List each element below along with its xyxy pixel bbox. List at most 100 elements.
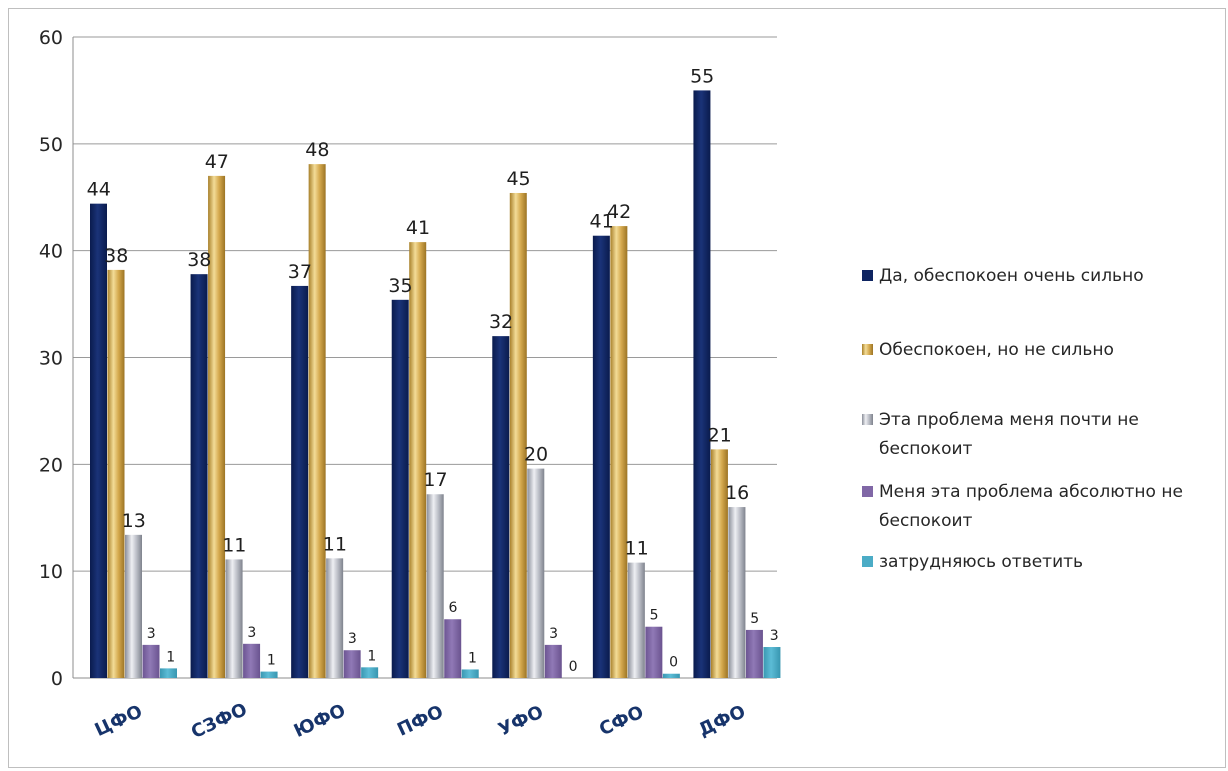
- y-tick-label: 30: [39, 348, 63, 370]
- bar: [693, 90, 711, 678]
- data-label: 3: [147, 626, 156, 642]
- data-label: 45: [506, 168, 530, 190]
- data-label: 11: [625, 538, 649, 560]
- bar: [142, 644, 160, 678]
- legend-item-hardly-worried: Эта проблема меня почти не беспокоит: [862, 406, 1228, 464]
- data-label: 32: [489, 311, 513, 333]
- legend-item-not-worried: Меня эта проблема абсолютно не беспокоит: [862, 478, 1228, 536]
- bar: [426, 494, 444, 678]
- data-label: 38: [104, 245, 128, 267]
- data-label: 55: [690, 65, 714, 87]
- data-labels: 4438133138471131374811313541176132452030…: [87, 65, 779, 675]
- x-tick-label: УФО: [495, 702, 546, 741]
- bar: [190, 274, 208, 678]
- data-label: 11: [222, 534, 246, 556]
- bar: [125, 534, 142, 678]
- legend-label: Обеспокоен, но не сильно: [879, 340, 1114, 360]
- bar: [592, 235, 610, 678]
- bar: [461, 669, 479, 678]
- y-tick-label: 60: [39, 27, 63, 49]
- data-label: 35: [388, 275, 412, 297]
- bars: [90, 90, 781, 679]
- data-label: 0: [569, 659, 578, 675]
- legend-label: затрудняюсь ответить: [879, 552, 1084, 572]
- data-label: 38: [187, 249, 211, 271]
- bar: [728, 507, 746, 678]
- x-tick-label: СЗФО: [188, 699, 250, 743]
- y-axis-ticks: 0 10 20 30 40 50 60: [39, 27, 63, 690]
- bar: [361, 667, 379, 678]
- data-label: 1: [267, 653, 276, 669]
- bar: [107, 269, 125, 678]
- bar: [409, 242, 427, 678]
- legend-item-very-worried: Да, обеспокоен очень сильно: [862, 262, 1228, 291]
- data-label: 21: [708, 424, 732, 446]
- y-tick-label: 20: [39, 454, 63, 476]
- data-label: 0: [669, 655, 678, 671]
- data-label: 44: [87, 179, 111, 201]
- data-label: 3: [549, 626, 558, 642]
- bar: [208, 175, 226, 678]
- bar: [243, 643, 261, 678]
- bar: [326, 558, 344, 678]
- bar: [90, 203, 107, 678]
- bar: [763, 647, 781, 678]
- data-label: 16: [725, 482, 749, 504]
- data-label: 6: [449, 600, 458, 616]
- data-label: 3: [770, 628, 779, 644]
- chart-frame: [8, 8, 1226, 768]
- data-label: 3: [247, 625, 256, 641]
- legend-swatch: [862, 556, 873, 567]
- y-tick-label: 50: [39, 134, 63, 156]
- legend-swatch: [862, 270, 873, 281]
- data-label: 41: [590, 211, 614, 233]
- x-tick-label: ДФО: [695, 701, 748, 741]
- data-label: 1: [468, 650, 477, 666]
- bar: [627, 562, 645, 678]
- data-label: 17: [423, 469, 447, 491]
- legend-swatch: [862, 414, 873, 425]
- bar: [509, 192, 527, 678]
- data-label: 20: [524, 444, 548, 466]
- data-label: 5: [750, 611, 759, 627]
- legend-swatch: [862, 486, 873, 497]
- x-tick-label: ЮФО: [291, 700, 349, 742]
- legend-swatch: [862, 344, 873, 355]
- bar: [745, 629, 763, 678]
- data-label: 13: [122, 510, 146, 532]
- data-label: 37: [288, 261, 312, 283]
- legend-label: Меня эта проблема абсолютно не беспокоит: [879, 482, 1183, 531]
- bar: [225, 559, 243, 678]
- legend-label: Да, обеспокоен очень сильно: [879, 266, 1144, 286]
- legend-item-hard-to-say: затрудняюсь ответить: [862, 548, 1228, 577]
- data-label: 42: [607, 201, 631, 223]
- data-label: 48: [305, 139, 329, 161]
- bar: [391, 299, 409, 678]
- bar: [492, 336, 510, 678]
- bar: [260, 671, 278, 678]
- data-label: 41: [406, 217, 430, 239]
- y-tick-label: 40: [39, 241, 63, 263]
- data-label: 11: [323, 533, 347, 555]
- data-label: 5: [650, 608, 659, 624]
- x-tick-label: ЦФО: [92, 701, 146, 741]
- bar: [160, 668, 177, 678]
- bar: [343, 650, 361, 678]
- x-tick-label: СФО: [596, 702, 647, 741]
- y-tick-label: 10: [39, 561, 63, 583]
- bar: [544, 644, 562, 678]
- x-axis-ticks: ЦФО СЗФО ЮФО ПФО УФО СФО ДФО: [92, 699, 749, 743]
- bar: [662, 673, 680, 678]
- legend-label: Эта проблема меня почти не беспокоит: [879, 410, 1139, 459]
- bar: [291, 285, 309, 678]
- bar: [308, 164, 326, 679]
- y-tick-label: 0: [51, 668, 63, 690]
- bar: [527, 468, 545, 678]
- legend-item-somewhat-worried: Обеспокоен, но не сильно: [862, 336, 1228, 365]
- bar: [710, 449, 728, 678]
- x-tick-label: ПФО: [394, 701, 447, 740]
- data-label: 47: [205, 151, 229, 173]
- data-label: 1: [166, 649, 175, 665]
- bar: [645, 626, 663, 678]
